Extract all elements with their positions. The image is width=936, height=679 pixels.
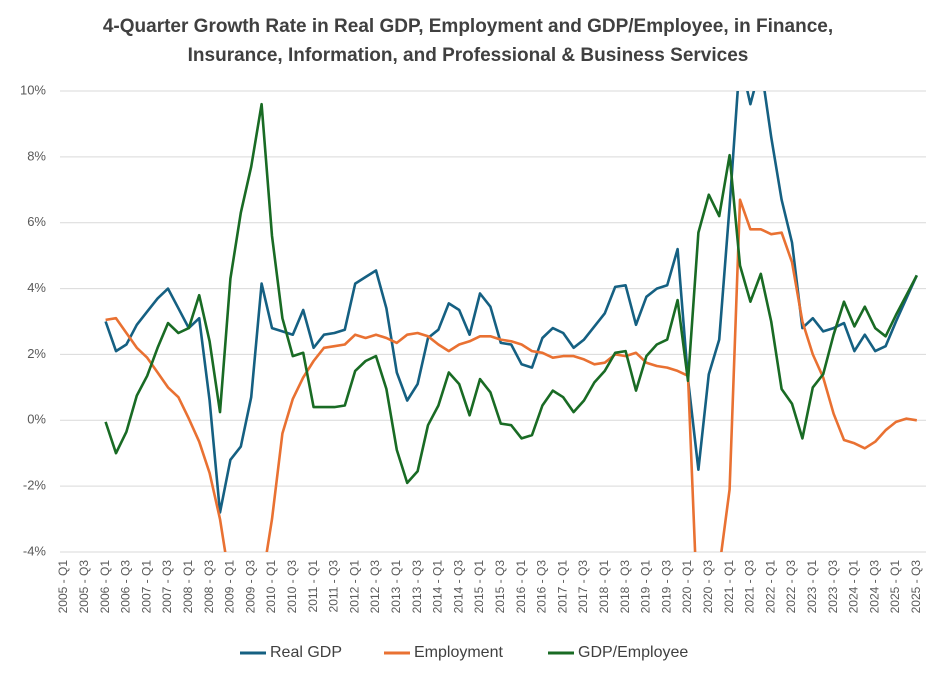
y-tick-label: 4%: [27, 280, 46, 295]
x-tick-label: 2005 - Q1: [56, 560, 70, 614]
x-tick-label: 2015 - Q1: [472, 560, 486, 614]
series-line: [104, 91, 918, 514]
x-tick-label: 2012 - Q3: [368, 560, 382, 614]
y-tick-label: 8%: [27, 148, 46, 163]
x-tick-label: 2016 - Q3: [535, 560, 549, 614]
x-tick-label: 2019 - Q3: [659, 560, 673, 614]
legend-label: Real GDP: [270, 644, 342, 661]
x-tick-label: 2022 - Q1: [763, 560, 777, 614]
x-tick-label: 2016 - Q1: [514, 560, 528, 614]
x-tick-label: 2023 - Q3: [826, 560, 840, 614]
series-line: [105, 198, 918, 552]
y-tick-label: 0%: [27, 412, 46, 427]
y-tick-label: 6%: [27, 214, 46, 229]
chart-title: 4-Quarter Growth Rate in Real GDP, Emplo…: [102, 16, 834, 66]
x-tick-label: 2024 - Q1: [847, 560, 861, 614]
x-tick-label: 2014 - Q3: [451, 560, 465, 614]
x-tick-label: 2024 - Q3: [867, 560, 881, 614]
x-tick-label: 2011 - Q3: [327, 560, 341, 613]
x-tick-label: 2018 - Q1: [597, 560, 611, 614]
x-tick-label: 2021 - Q1: [722, 560, 736, 614]
x-tick-label: 2008 - Q3: [202, 560, 216, 614]
x-tick-label: 2009 - Q1: [223, 560, 237, 614]
y-tick-label: 10%: [20, 82, 46, 97]
x-tick-label: 2005 - Q3: [77, 560, 91, 614]
x-tick-label: 2008 - Q1: [181, 560, 195, 614]
legend-label: Employment: [414, 644, 503, 661]
x-tick-label: 2006 - Q3: [119, 560, 133, 614]
x-tick-label: 2012 - Q1: [347, 560, 361, 614]
x-tick-label: 2010 - Q1: [264, 560, 278, 614]
x-tick-label: 2025 - Q1: [888, 560, 902, 614]
x-tick-label: 2007 - Q1: [139, 560, 153, 614]
x-tick-label: 2020 - Q1: [680, 560, 694, 614]
legend-label: GDP/Employee: [578, 644, 688, 661]
x-tick-label: 2018 - Q3: [618, 560, 632, 614]
x-tick-label: 2015 - Q3: [493, 560, 507, 614]
y-tick-label: -2%: [23, 478, 47, 493]
x-tick-label: 2022 - Q3: [784, 560, 798, 614]
x-tick-label: 2010 - Q3: [285, 560, 299, 614]
x-tick-label: 2007 - Q3: [160, 560, 174, 614]
x-tick-label: 2011 - Q1: [306, 560, 320, 613]
x-tick-label: 2017 - Q3: [576, 560, 590, 614]
x-tick-label: 2019 - Q1: [639, 560, 653, 614]
x-tick-label: 2017 - Q1: [555, 560, 569, 614]
x-tick-label: 2013 - Q3: [410, 560, 424, 614]
series-line: [104, 102, 918, 485]
x-tick-label: 2025 - Q3: [909, 560, 923, 614]
x-tick-label: 2014 - Q1: [431, 560, 445, 614]
x-tick-label: 2021 - Q3: [743, 560, 757, 614]
x-tick-label: 2006 - Q1: [98, 560, 112, 614]
y-tick-label: -4%: [23, 543, 47, 558]
x-tick-label: 2020 - Q3: [701, 560, 715, 614]
x-tick-label: 2013 - Q1: [389, 560, 403, 614]
x-tick-label: 2023 - Q1: [805, 560, 819, 614]
x-tick-label: 2009 - Q3: [243, 560, 257, 614]
y-tick-label: 2%: [27, 346, 46, 361]
